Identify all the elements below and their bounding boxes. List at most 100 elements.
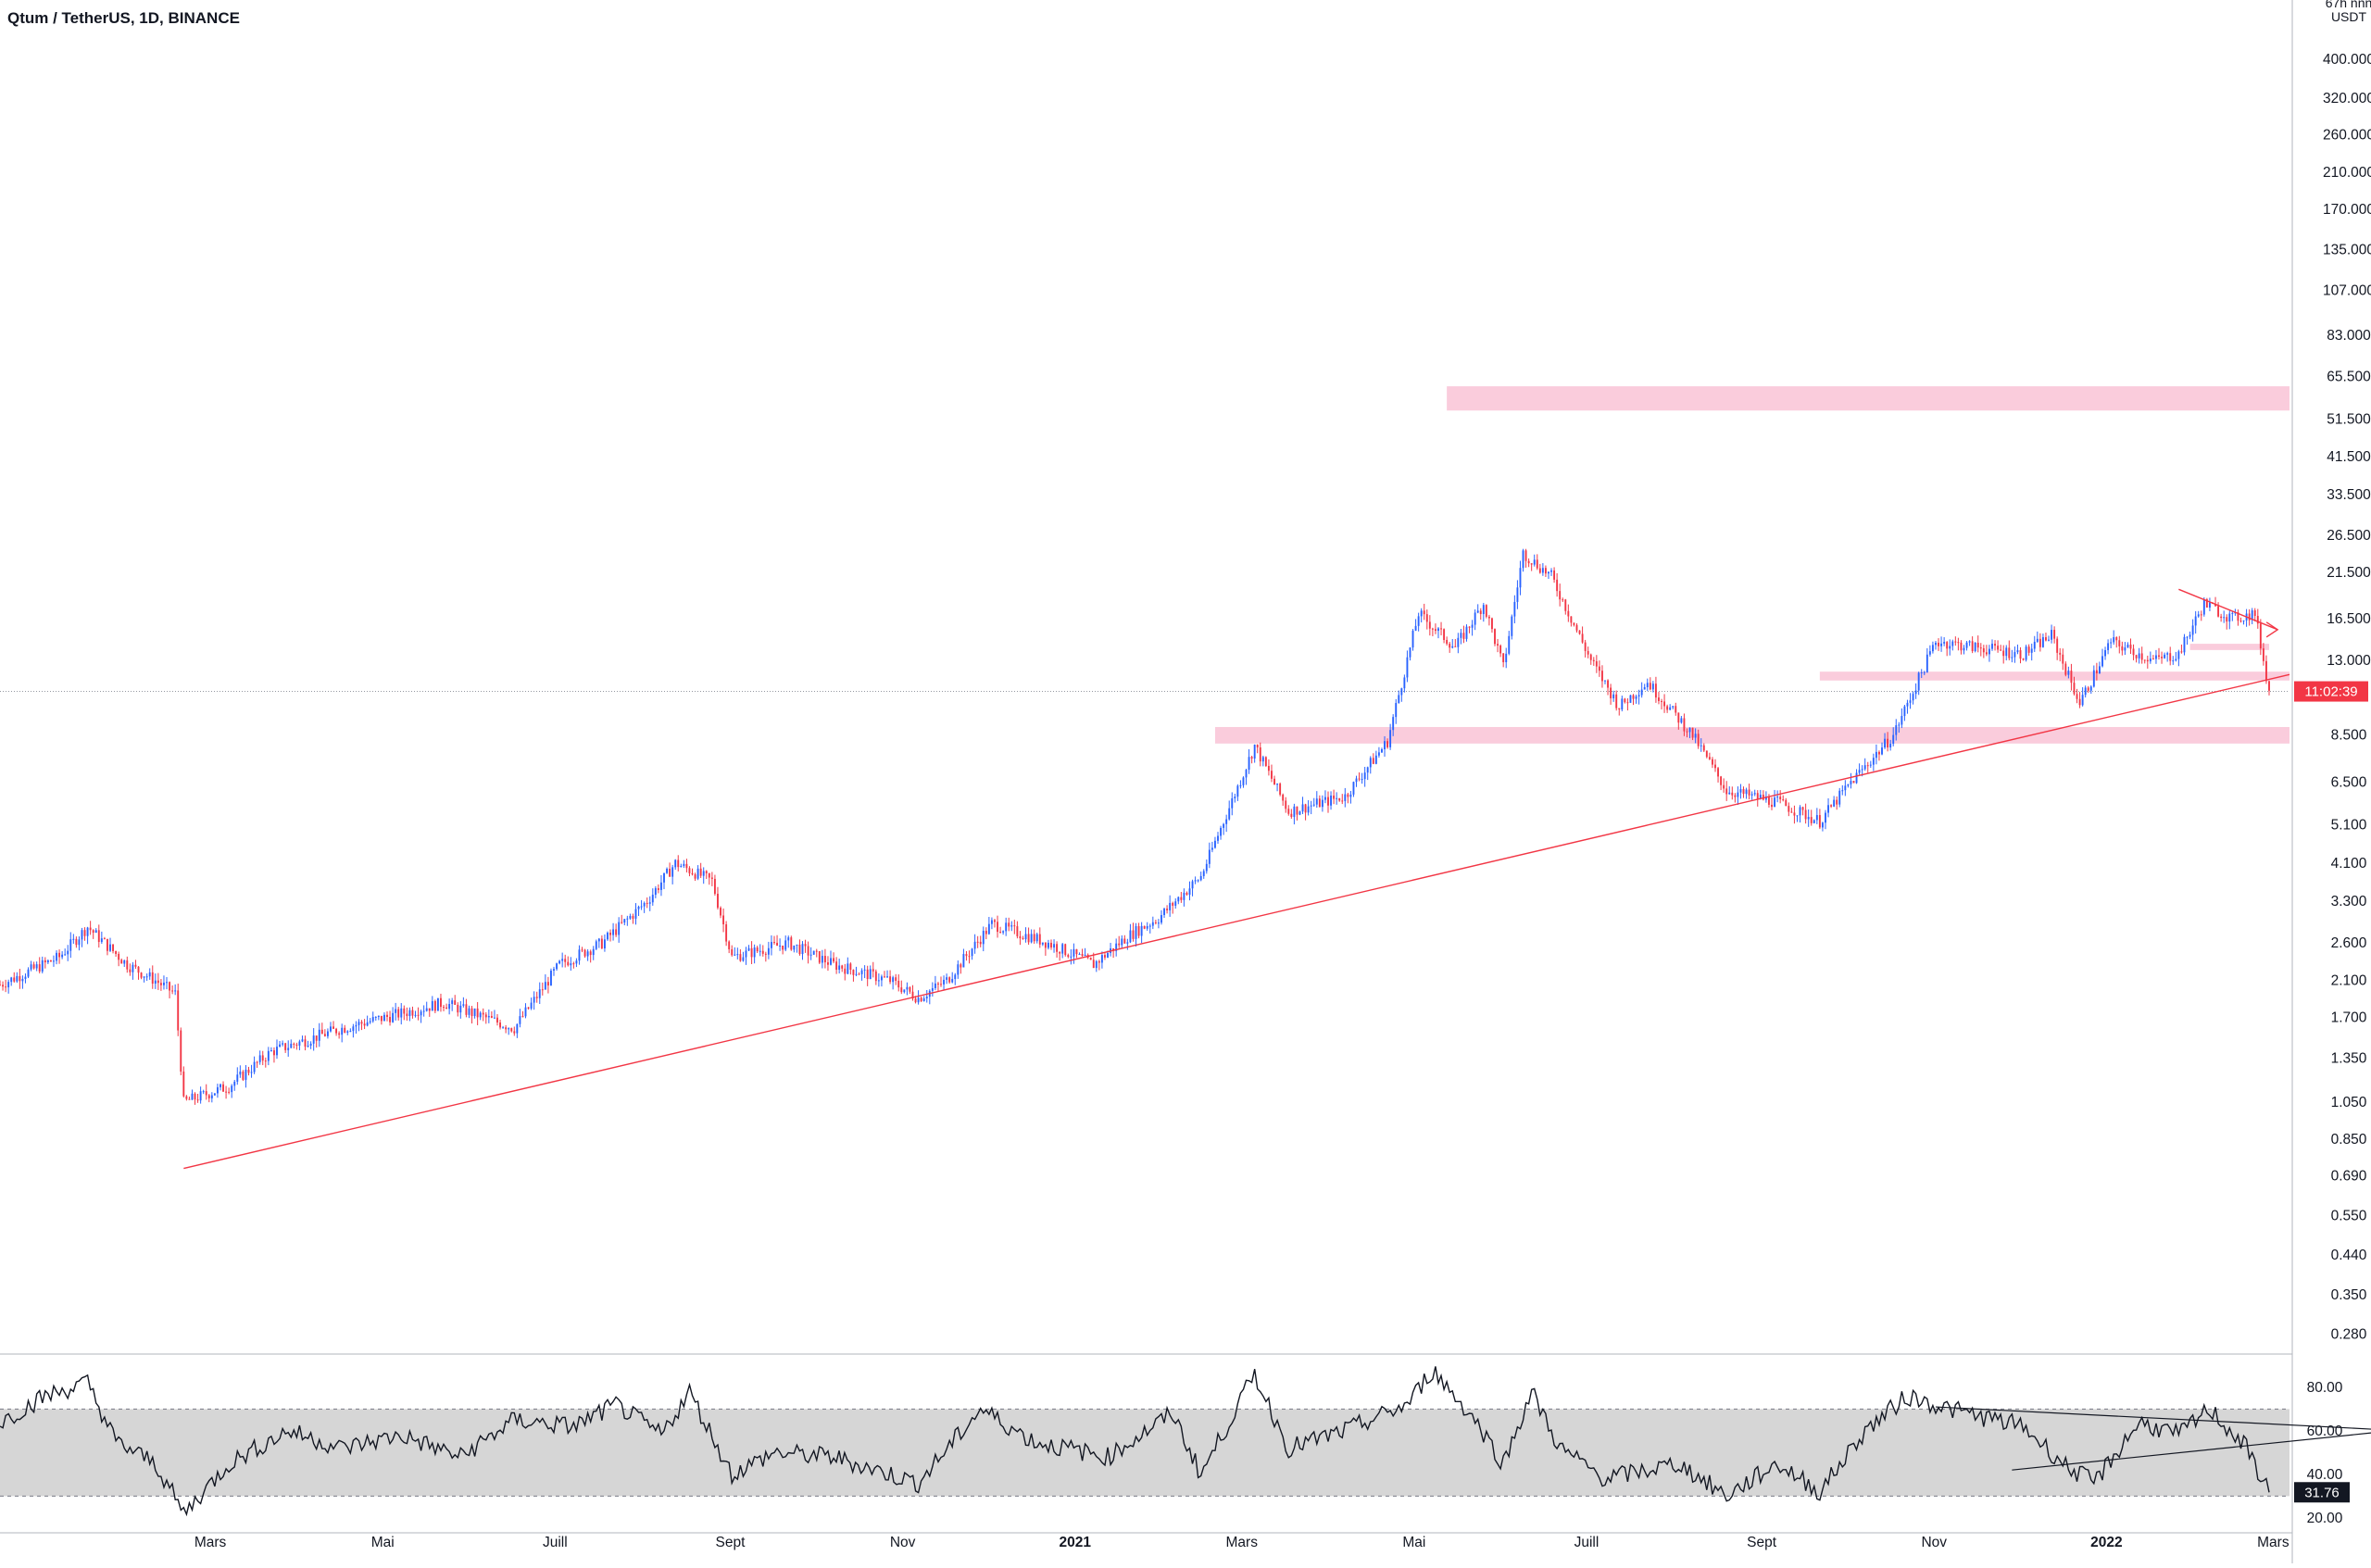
time-axis[interactable]: Mars Mai Juill Sept Nov 2021 Mars Mai Juill Sept N… (194, 1535, 2289, 1550)
candle-body (2169, 653, 2172, 661)
candle-body (502, 1027, 505, 1029)
candle-body (395, 1009, 397, 1013)
candle-body (787, 937, 790, 941)
candle-body (561, 959, 564, 961)
candle (1610, 684, 1612, 705)
candle-body (1604, 680, 1606, 682)
candle-body (1669, 707, 1672, 710)
candle-body (823, 956, 826, 963)
candle-body (524, 1007, 527, 1017)
price-scale[interactable]: 67h nnnUSDT400.000320.000260.000210.0001… (2323, 0, 2371, 1343)
candle-body (490, 1015, 493, 1018)
candle (239, 1065, 242, 1078)
candle (1188, 881, 1191, 901)
candle (72, 934, 75, 944)
candle-body (759, 950, 761, 952)
candle (2013, 646, 2016, 663)
zone-rect[interactable] (2189, 644, 2269, 650)
candle-body (137, 966, 140, 973)
candle-body (931, 987, 934, 991)
candle-body (1612, 694, 1615, 698)
candle-body (2115, 637, 2118, 641)
candle-body (1898, 724, 1901, 726)
time-axis-label: Mars (194, 1535, 227, 1550)
candle-body (722, 915, 725, 925)
candle (830, 950, 832, 966)
candle-body (420, 1011, 422, 1016)
candle (2217, 602, 2220, 618)
candle (1536, 554, 1538, 571)
candle (13, 972, 16, 984)
rsi-triangle-line[interactable] (1935, 1406, 2371, 1431)
rsi-tick-label: 40.00 (2307, 1467, 2343, 1483)
candle (685, 859, 688, 872)
candle-body (1084, 954, 1086, 957)
candle-body (422, 1010, 425, 1012)
candle (872, 961, 874, 978)
candle-body (425, 1008, 428, 1011)
candle-body (818, 950, 821, 963)
candle (2191, 619, 2194, 642)
candle (397, 1007, 400, 1021)
ascending-trendline[interactable] (183, 673, 2290, 1170)
candle-body (408, 1010, 411, 1017)
candle-body (24, 976, 27, 979)
candle (440, 993, 442, 1012)
candle-body (301, 1039, 304, 1042)
candle-body (1714, 764, 1716, 769)
candle-body (1720, 776, 1723, 785)
zone-rect[interactable] (1447, 386, 2289, 411)
candle (216, 1084, 219, 1098)
candle-body (247, 1069, 250, 1073)
candle-body (2126, 644, 2129, 648)
candle-body (411, 1010, 414, 1016)
candle-body (1541, 568, 1544, 573)
candle-body (118, 953, 120, 960)
zone-rect[interactable] (1214, 726, 2289, 744)
candle-body (284, 1043, 287, 1050)
candle (1985, 645, 1988, 657)
candle-body (1756, 793, 1759, 799)
candle-body (482, 1012, 484, 1015)
candle (895, 973, 897, 985)
candle (827, 956, 829, 972)
candle-body (1527, 560, 1530, 564)
candle (1971, 636, 1974, 654)
candle-body (5, 986, 7, 988)
target-arrow-line[interactable] (2178, 588, 2278, 631)
candle (395, 1002, 397, 1021)
candle (796, 944, 798, 953)
candle (1333, 789, 1336, 805)
candle (1121, 935, 1123, 948)
candle (2177, 649, 2180, 667)
candle-body (406, 1013, 408, 1017)
candle (315, 1035, 318, 1048)
candle-body (279, 1044, 282, 1047)
candle-body (216, 1086, 219, 1094)
rsi-triangle-line[interactable] (2012, 1426, 2371, 1471)
candle (759, 944, 761, 957)
candle-body (713, 878, 716, 895)
candle (920, 996, 922, 1003)
candle-body (669, 869, 671, 877)
zone-rect[interactable] (1819, 671, 2289, 681)
candle (1858, 763, 1861, 775)
candle (874, 969, 877, 985)
candle (1089, 957, 1092, 960)
candle-body (2256, 616, 2259, 624)
candle-body (922, 997, 925, 1002)
candle-body (1324, 797, 1326, 800)
candle (544, 974, 546, 990)
candle-body (835, 961, 838, 971)
candle (2226, 614, 2228, 630)
candle-body (2146, 659, 2149, 662)
candle (1491, 617, 1493, 633)
candle-body (1869, 764, 1872, 766)
candle-body (1833, 799, 1836, 807)
candle-body (1202, 871, 1205, 876)
candle (1234, 793, 1236, 803)
candle (849, 962, 852, 975)
